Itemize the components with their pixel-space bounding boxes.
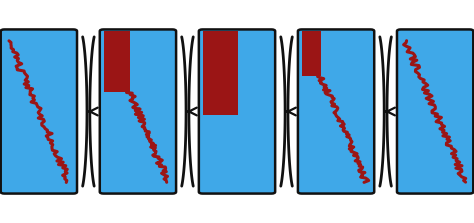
Bar	[301, 31, 321, 76]
FancyBboxPatch shape	[100, 29, 176, 194]
FancyBboxPatch shape	[199, 29, 275, 194]
FancyBboxPatch shape	[397, 29, 473, 194]
Bar	[202, 31, 238, 115]
FancyBboxPatch shape	[298, 29, 374, 194]
FancyBboxPatch shape	[1, 29, 77, 194]
Bar	[103, 31, 130, 92]
